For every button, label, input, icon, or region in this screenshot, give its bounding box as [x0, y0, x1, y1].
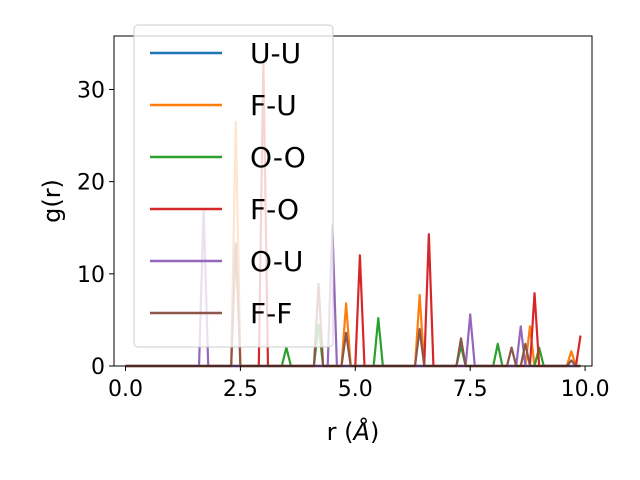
- legend-label-o-o: O-O: [250, 141, 306, 174]
- x-tick-label: 5.0: [338, 377, 373, 402]
- legend-label-f-u: F-U: [250, 89, 297, 122]
- x-axis-label-main: r (: [327, 418, 354, 446]
- x-axis-label: r (Å): [327, 417, 380, 446]
- y-tick-label: 20: [77, 171, 105, 196]
- y-tick-label: 0: [91, 355, 105, 380]
- legend-label-o-u: O-U: [250, 245, 303, 278]
- legend: U-U F-U O-O F-O O-U F-F: [133, 24, 334, 348]
- x-tick-label: 7.5: [453, 377, 488, 402]
- x-tick-label: 10.0: [561, 377, 610, 402]
- legend-label-u-u: U-U: [250, 37, 301, 70]
- x-tick-label: 2.5: [223, 377, 258, 402]
- x-axis-label-close: ): [370, 418, 379, 446]
- x-tick-label: 0.0: [108, 377, 143, 402]
- ticks-layer: 0.0 2.5 5.0 7.5 10.0 0 10 20 30: [77, 78, 610, 402]
- legend-label-f-o: F-O: [250, 193, 299, 226]
- y-axis-label: g(r): [38, 179, 66, 223]
- axes-frame: [113, 35, 593, 367]
- legend-label-f-f: F-F: [250, 297, 292, 330]
- x-axis-label-unit: Å: [352, 417, 370, 446]
- legend-box: [133, 24, 334, 348]
- y-tick-label: 10: [77, 263, 105, 288]
- y-tick-label: 30: [77, 78, 105, 103]
